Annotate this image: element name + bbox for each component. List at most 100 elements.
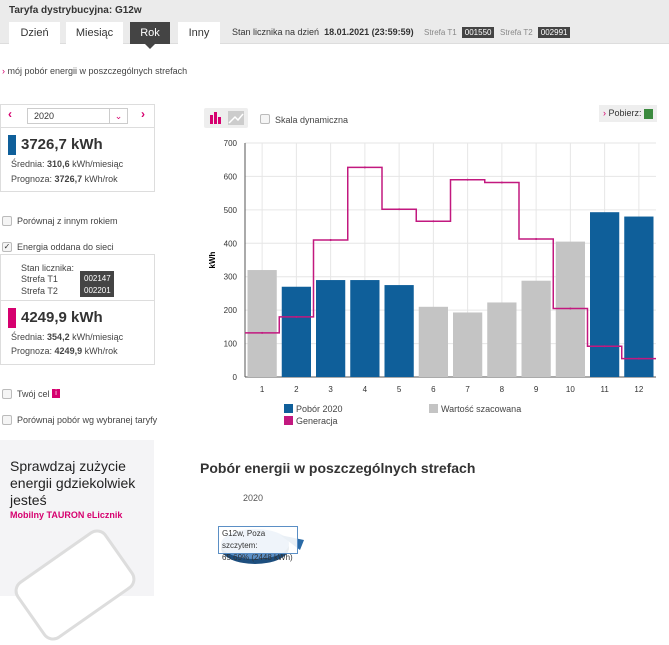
chevron-right-icon: › bbox=[2, 66, 5, 76]
legend-swatch-generation bbox=[284, 416, 293, 425]
bar-month-8 bbox=[487, 302, 517, 377]
tab-year[interactable]: Rok bbox=[130, 22, 170, 49]
excel-icon bbox=[644, 108, 654, 119]
zones-title: Pobór energii w poszczególnych strefach bbox=[200, 460, 476, 476]
info-icon[interactable]: i bbox=[52, 389, 60, 398]
meter-reading: Stan licznika na dzień 18.01.2021 (23:59… bbox=[232, 27, 414, 37]
y-tick-label: 200 bbox=[224, 306, 238, 315]
y-tick-label: 300 bbox=[224, 273, 238, 282]
download-button[interactable]: › Pobierz: bbox=[599, 105, 657, 122]
divider bbox=[0, 300, 155, 301]
bar-chart-icon[interactable] bbox=[204, 108, 248, 128]
compare-tariff-checkbox[interactable] bbox=[2, 415, 12, 425]
tariff-title: Taryfa dystrybucyjna: G12w bbox=[9, 5, 142, 16]
compare-year-label: Porównaj z innym rokiem bbox=[17, 216, 118, 226]
header: Taryfa dystrybucyjna: G12w Dzień Miesiąc… bbox=[0, 0, 669, 49]
meter-date: 18.01.2021 (23:59:59) bbox=[324, 27, 414, 37]
returned-meter-box bbox=[80, 271, 114, 297]
returned-t2-label: Strefa T2 bbox=[21, 286, 58, 296]
zones-link-text: mój pobór energii w poszczególnych stref… bbox=[7, 66, 188, 76]
tab-day[interactable]: Dzień bbox=[9, 22, 60, 44]
legend-swatch-estimated bbox=[429, 404, 438, 413]
x-tick-label: 12 bbox=[634, 385, 643, 394]
energy-returned-checkbox[interactable]: ✓ bbox=[2, 242, 12, 252]
bar-month-4 bbox=[350, 280, 380, 377]
dynamic-scale-checkbox[interactable] bbox=[260, 114, 270, 124]
zone-t1-value: 001550 bbox=[461, 27, 495, 38]
legend-label-generation: Generacja bbox=[296, 416, 338, 426]
compare-tariff-label: Porównaj pobór wg wybranej taryfy bbox=[17, 415, 158, 425]
zone-t1-label: Strefa T1 bbox=[424, 28, 457, 37]
x-tick-label: 8 bbox=[500, 385, 505, 394]
x-tick-label: 9 bbox=[534, 385, 539, 394]
returned-t1-label: Strefa T1 bbox=[21, 274, 58, 284]
legend-label-consumption: Pobór 2020 bbox=[296, 404, 343, 414]
x-tick-label: 10 bbox=[566, 385, 575, 394]
y-tick-label: 600 bbox=[224, 172, 238, 181]
goal-label: Twój cel bbox=[17, 389, 50, 399]
consumption-average: Średnia: 310,6 kWh/miesiąc bbox=[11, 159, 124, 169]
x-tick-label: 2 bbox=[294, 385, 299, 394]
returned-t1-value: 002147 bbox=[84, 274, 111, 283]
x-tick-label: 3 bbox=[328, 385, 333, 394]
returned-forecast: Prognoza: 4249,9 kWh/rok bbox=[11, 346, 118, 356]
x-tick-label: 6 bbox=[431, 385, 436, 394]
x-tick-label: 4 bbox=[363, 385, 368, 394]
chart-type-switch bbox=[204, 108, 248, 128]
pie-tooltip: G12w, Poza szczytem: 65.69% (2448 kWh) bbox=[218, 526, 298, 562]
prev-year-icon[interactable]: ‹ bbox=[8, 107, 12, 121]
meter-label: Stan licznika na dzień bbox=[232, 27, 320, 37]
y-tick-label: 0 bbox=[233, 373, 238, 382]
returned-color-marker bbox=[8, 308, 16, 328]
bar-month-2 bbox=[281, 286, 311, 377]
zone-t2-label: Strefa T2 bbox=[500, 28, 533, 37]
tooltip-line1: G12w, Poza szczytem: bbox=[222, 529, 266, 550]
year-value: 2020 bbox=[34, 111, 55, 121]
returned-total: 4249,9 kWh bbox=[21, 309, 103, 326]
zone-t2-value: 002991 bbox=[537, 27, 571, 38]
energy-returned-panel bbox=[0, 254, 155, 365]
compare-year-checkbox[interactable] bbox=[2, 216, 12, 226]
bar-month-11 bbox=[590, 212, 620, 377]
y-tick-label: 400 bbox=[224, 239, 238, 248]
zone-t2: Strefa T2 002991 bbox=[500, 27, 571, 38]
returned-t2-value: 002201 bbox=[84, 286, 111, 295]
tab-other[interactable]: Inny bbox=[178, 22, 220, 44]
goal-checkbox[interactable] bbox=[2, 389, 12, 399]
x-tick-label: 11 bbox=[600, 385, 609, 394]
energy-returned-label: Energia oddana do sieci bbox=[17, 242, 114, 252]
zones-year: 2020 bbox=[243, 493, 264, 503]
zones-link[interactable]: › mój pobór energii w poszczególnych str… bbox=[2, 66, 187, 76]
ad-subtitle: Mobilny TAURON eLicznik bbox=[10, 510, 123, 520]
x-tick-label: 1 bbox=[260, 385, 265, 394]
year-select[interactable]: 2020 ⌄ bbox=[27, 108, 128, 124]
generation-step-line bbox=[245, 166, 656, 360]
bar-month-12 bbox=[624, 216, 654, 377]
line-chart-icon[interactable] bbox=[228, 111, 244, 125]
download-label: Pobierz: bbox=[608, 108, 642, 118]
consumption-forecast: Prognoza: 3726,7 kWh/rok bbox=[11, 174, 118, 184]
zone-t1: Strefa T1 001550 bbox=[424, 27, 495, 38]
bar-month-6 bbox=[418, 306, 448, 377]
legend-swatch-consumption bbox=[284, 404, 293, 413]
x-tick-label: 7 bbox=[465, 385, 470, 394]
next-year-icon[interactable]: › bbox=[141, 107, 145, 121]
x-tick-label: 5 bbox=[397, 385, 402, 394]
consumption-color-marker bbox=[8, 135, 16, 155]
returned-meter-label: Stan licznika: bbox=[21, 263, 75, 273]
chevron-down-icon: ⌄ bbox=[109, 109, 127, 123]
bar-month-3 bbox=[316, 280, 346, 377]
y-axis-label: kWh bbox=[208, 251, 217, 268]
bar-month-9 bbox=[521, 280, 551, 377]
app-ad-banner[interactable]: Sprawdzaj zużycie energii gdziekolwiek j… bbox=[0, 440, 154, 645]
legend-label-estimated: Wartość szacowana bbox=[441, 404, 521, 414]
tooltip-line2: 65.69% (2448 kWh) bbox=[222, 553, 293, 562]
bar-month-5 bbox=[384, 285, 414, 377]
bar-month-7 bbox=[453, 312, 483, 377]
consumption-total: 3726,7 kWh bbox=[21, 136, 103, 153]
ad-title: Sprawdzaj zużycie energii gdziekolwiek j… bbox=[10, 458, 136, 508]
y-tick-label: 100 bbox=[224, 340, 238, 349]
tab-month[interactable]: Miesiąc bbox=[66, 22, 123, 44]
y-tick-label: 700 bbox=[224, 139, 238, 148]
dynamic-scale-label: Skala dynamiczna bbox=[275, 115, 349, 125]
